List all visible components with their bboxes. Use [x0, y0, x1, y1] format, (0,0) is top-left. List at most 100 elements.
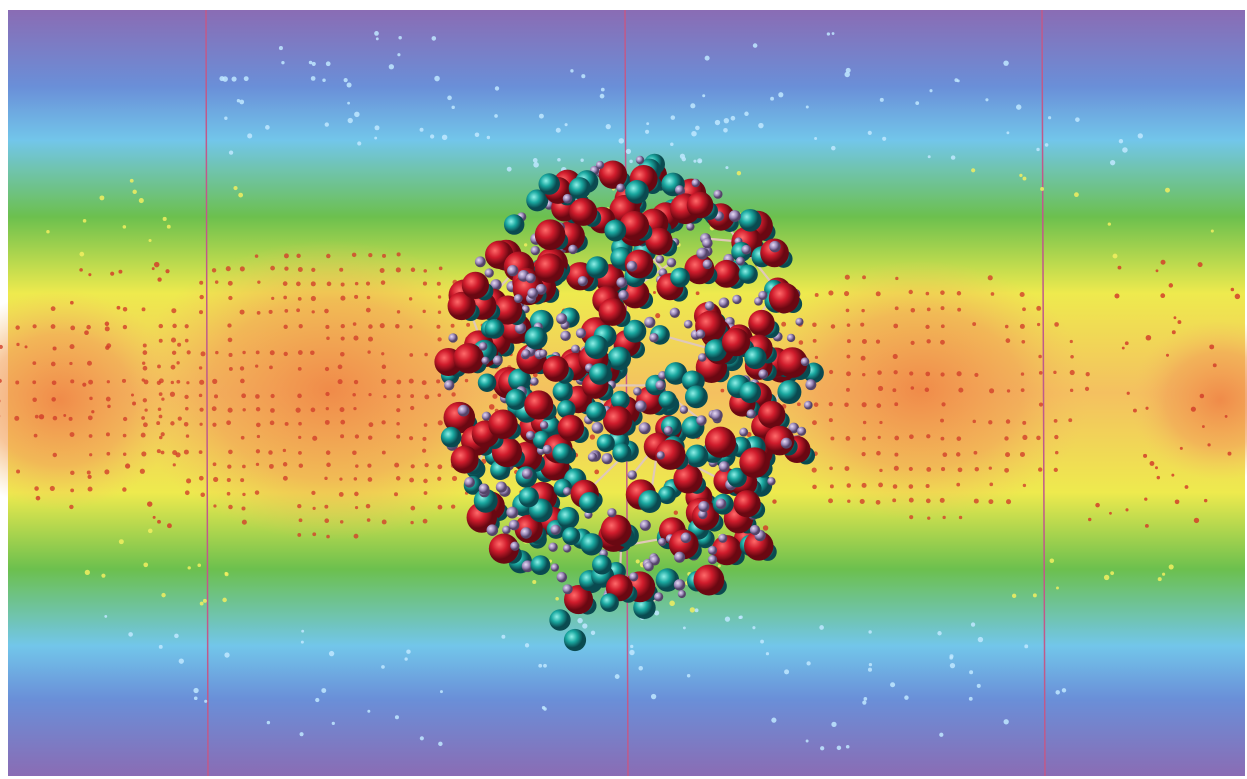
spot [239, 99, 245, 105]
spot [937, 631, 942, 636]
spot [422, 518, 428, 524]
spot [324, 308, 329, 314]
spot [311, 310, 315, 314]
spot [812, 484, 817, 490]
spot [941, 402, 946, 407]
spot [158, 378, 164, 384]
atom [526, 189, 549, 212]
atom [620, 279, 650, 309]
spot [893, 370, 898, 375]
spot [88, 273, 92, 277]
spot [171, 350, 177, 355]
spot [338, 491, 344, 497]
spot [268, 463, 274, 469]
spot [141, 416, 146, 420]
atom [484, 268, 494, 278]
spot [423, 491, 428, 495]
spot [176, 361, 180, 365]
spot [374, 125, 380, 131]
spot [339, 477, 343, 481]
spot [867, 667, 873, 672]
spot [266, 720, 271, 725]
spot [910, 340, 915, 345]
spot [1069, 388, 1074, 393]
spot [829, 466, 833, 471]
spot [49, 485, 55, 491]
spot [118, 539, 124, 545]
spot [730, 115, 736, 121]
spot [423, 423, 428, 427]
atom [721, 328, 751, 357]
atom [739, 427, 749, 437]
spot [723, 117, 730, 124]
spot [985, 98, 989, 102]
spot [956, 291, 962, 296]
atom [604, 219, 627, 242]
spot [1020, 388, 1025, 393]
spot [424, 462, 429, 468]
spot [846, 387, 850, 392]
spot [160, 432, 165, 437]
spot [161, 397, 165, 401]
spot [847, 499, 851, 503]
spot [488, 404, 495, 410]
spot [326, 336, 330, 341]
atom [658, 390, 677, 410]
spot [894, 452, 899, 457]
spot [165, 269, 170, 274]
spot [436, 379, 441, 384]
spot [828, 498, 833, 504]
spot [1022, 420, 1027, 425]
spot [322, 78, 326, 83]
spot [861, 452, 866, 457]
spot [925, 484, 930, 489]
spot [82, 382, 87, 387]
spot [830, 436, 835, 441]
spot [87, 474, 92, 479]
spot [193, 696, 198, 701]
atom [727, 467, 747, 488]
spot [87, 415, 93, 421]
spot [875, 291, 881, 297]
spot [34, 414, 39, 419]
spot [1145, 406, 1149, 410]
atom [518, 486, 539, 508]
spot [50, 306, 56, 312]
atom [600, 593, 619, 612]
spot [84, 330, 89, 336]
spot [228, 504, 233, 510]
spot [805, 105, 809, 109]
spot [845, 67, 851, 73]
spot [1156, 475, 1161, 480]
spot [212, 422, 217, 427]
atom [603, 406, 633, 436]
spot [831, 721, 837, 728]
spot [1117, 265, 1122, 270]
spot [760, 639, 764, 644]
spot [506, 166, 512, 172]
atom [600, 514, 632, 546]
spot [882, 136, 887, 141]
spot [242, 408, 246, 412]
spot [198, 475, 204, 481]
spot [157, 519, 161, 524]
spot [714, 119, 721, 126]
spot [32, 324, 37, 329]
atom [488, 409, 518, 439]
spot [325, 450, 331, 455]
spot [1234, 293, 1241, 300]
spot [1036, 322, 1041, 327]
atom [769, 240, 781, 253]
spot [328, 650, 335, 657]
spot [876, 403, 882, 408]
spot [846, 483, 851, 488]
atom [557, 414, 585, 442]
spot [339, 267, 344, 272]
spot [1032, 593, 1037, 598]
atom [586, 401, 607, 422]
spot [826, 32, 831, 36]
spot [158, 644, 163, 649]
spot [340, 336, 345, 341]
spot [974, 372, 979, 378]
spot [406, 649, 411, 654]
